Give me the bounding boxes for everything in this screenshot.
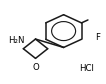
- Text: H₂N: H₂N: [8, 36, 25, 45]
- Text: O: O: [32, 63, 39, 72]
- Text: HCl: HCl: [80, 64, 94, 73]
- Text: F: F: [95, 33, 100, 42]
